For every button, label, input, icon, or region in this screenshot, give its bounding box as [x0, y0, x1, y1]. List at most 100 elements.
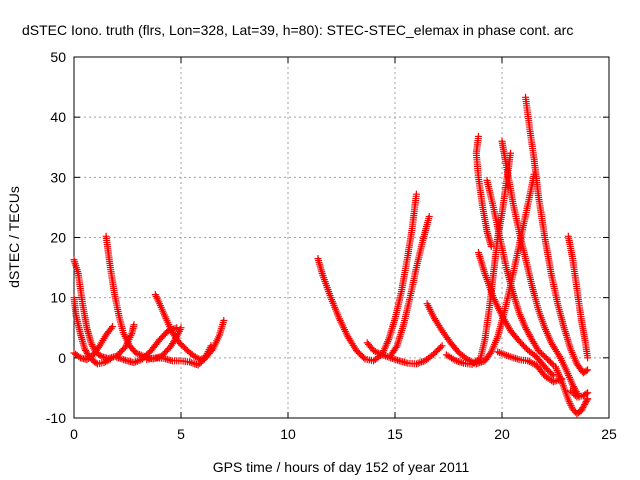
data-point [173, 324, 181, 332]
data-point [556, 375, 564, 383]
data-point [189, 359, 197, 367]
data-point [96, 351, 104, 359]
data-point [527, 359, 535, 367]
data-point [135, 350, 143, 358]
series-track-5 [151, 291, 228, 364]
data-point [414, 359, 422, 367]
data-point [456, 358, 464, 366]
data-point [113, 353, 121, 361]
y-axis-label: dSTEC / TECUs [6, 186, 22, 288]
data-point [373, 348, 381, 356]
data-point [554, 376, 562, 384]
data-point [580, 402, 588, 410]
data-point [116, 354, 124, 362]
series-track-15 [498, 137, 583, 401]
data-point [133, 357, 141, 365]
y-tick-label: 20 [50, 230, 66, 246]
data-marks [70, 93, 592, 418]
data-point [132, 358, 140, 366]
y-tick-label: 50 [50, 49, 66, 65]
x-tick-label: 15 [387, 426, 403, 442]
data-point [371, 347, 379, 355]
data-point [584, 395, 592, 403]
data-point [425, 212, 433, 220]
data-point [566, 387, 574, 395]
series-track-19 [494, 348, 566, 386]
series-track-13 [474, 249, 557, 380]
x-tick-label: 20 [494, 426, 510, 442]
series-track-2 [70, 323, 117, 364]
series-track-16 [522, 93, 592, 377]
data-point [584, 366, 592, 374]
data-point [135, 356, 143, 364]
data-point [81, 345, 89, 353]
data-point [376, 350, 384, 358]
data-point [582, 367, 590, 375]
data-point [555, 351, 563, 359]
data-point [130, 359, 138, 367]
data-point [120, 356, 128, 364]
data-point [551, 377, 559, 385]
data-point [412, 190, 420, 198]
data-point [513, 355, 521, 363]
y-tick-label: 40 [50, 109, 66, 125]
data-point [454, 357, 462, 365]
grid [74, 57, 609, 418]
data-point [378, 351, 386, 359]
data-point [570, 390, 578, 398]
data-point [390, 355, 398, 363]
data-point [579, 404, 587, 412]
data-point [584, 354, 592, 362]
data-point [394, 356, 402, 364]
data-point [118, 355, 126, 363]
data-point [115, 354, 123, 362]
y-tick-label: 10 [50, 290, 66, 306]
data-point [380, 351, 388, 359]
data-point [548, 370, 556, 378]
data-point [581, 401, 589, 409]
data-point [392, 343, 400, 351]
data-point [549, 378, 557, 386]
data-point [571, 391, 579, 399]
data-point [130, 321, 138, 329]
data-point [109, 323, 117, 331]
data-point [75, 353, 83, 361]
data-point [438, 342, 446, 350]
data-point [186, 358, 194, 366]
data-point [187, 359, 195, 367]
data-point [392, 356, 400, 364]
series-track-3 [102, 232, 185, 363]
data-point [549, 372, 557, 380]
data-point [584, 389, 592, 397]
data-point [375, 349, 383, 357]
data-point [527, 334, 535, 342]
data-point [194, 361, 202, 369]
data-point [578, 405, 586, 413]
data-point [196, 360, 204, 368]
data-point [383, 353, 391, 361]
data-point [360, 354, 368, 362]
x-tick-label: 0 [70, 426, 78, 442]
x-tick-label: 5 [177, 426, 185, 442]
data-point [154, 353, 162, 361]
data-point [568, 388, 576, 396]
data-point [437, 343, 445, 351]
data-point [83, 350, 91, 358]
data-point [510, 354, 518, 362]
data-point [416, 359, 424, 367]
data-point [536, 348, 544, 356]
data-point [487, 243, 495, 251]
data-point [106, 355, 114, 363]
data-point [548, 360, 556, 368]
series-track-7 [314, 190, 420, 365]
series-track-20 [566, 387, 592, 401]
data-point [132, 349, 140, 357]
y-tick-label: -10 [46, 410, 66, 426]
data-point [512, 354, 520, 362]
data-point [577, 407, 585, 415]
data-point [220, 317, 228, 325]
series-track-8 [363, 339, 446, 368]
